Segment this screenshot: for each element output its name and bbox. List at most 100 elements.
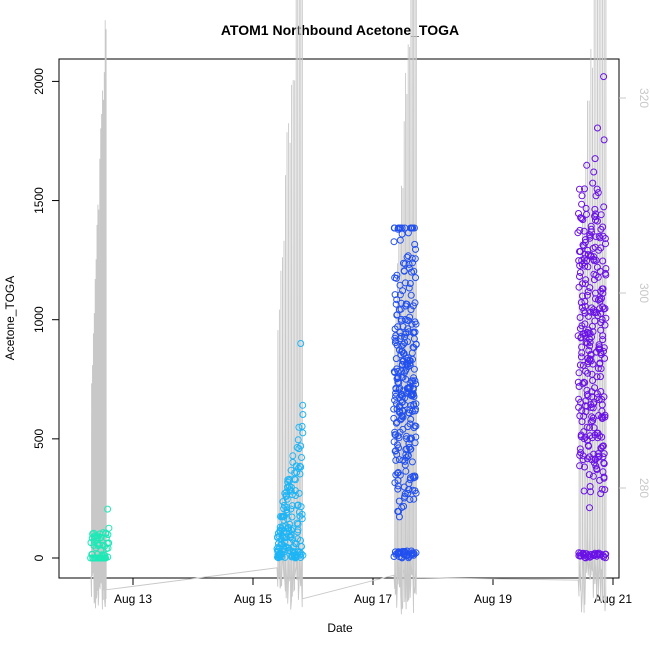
data-point-max (104, 505, 112, 513)
data-point (406, 280, 414, 287)
data-point (407, 291, 415, 299)
data-point (594, 434, 602, 442)
data-point (586, 504, 593, 512)
data-point (281, 553, 289, 561)
data-point (297, 542, 305, 550)
data-point (595, 453, 602, 461)
data-point (298, 422, 306, 430)
data-point (584, 369, 592, 377)
data-point (575, 369, 583, 377)
data-point (587, 225, 595, 233)
data-point (289, 452, 297, 460)
data-point (594, 273, 602, 281)
data-point (280, 538, 288, 546)
data-point (278, 553, 286, 561)
data-point (299, 429, 307, 437)
data-point (411, 240, 419, 248)
data-point (602, 550, 610, 558)
data-point (394, 441, 401, 449)
data-point (586, 234, 594, 242)
data-point (600, 203, 608, 211)
data-point (283, 495, 291, 503)
data-point (590, 253, 598, 261)
data-point (404, 489, 412, 497)
data-point (602, 271, 610, 279)
data-point (397, 332, 405, 340)
data-point (590, 168, 598, 176)
data-point (586, 284, 594, 292)
data-point (409, 355, 417, 363)
data-point (411, 473, 419, 481)
data-point (591, 205, 599, 213)
data-point (598, 294, 605, 302)
data-point (298, 515, 306, 523)
data-point (580, 242, 588, 250)
data-point (581, 280, 589, 288)
data-point (394, 367, 402, 375)
data-point (593, 394, 601, 402)
data-point (586, 424, 594, 432)
data-point (575, 283, 583, 291)
data-point (407, 445, 415, 453)
data-point (581, 298, 589, 305)
data-point (600, 450, 608, 458)
data-point (602, 265, 610, 272)
data-point (599, 285, 607, 293)
data-point (289, 525, 297, 533)
data-point (401, 260, 409, 268)
axes: Aug 13 Aug 15 Aug 17 Aug 19 Aug 21 0 500 1000 15… (32, 58, 650, 606)
data-point (576, 185, 583, 193)
data-point (396, 236, 404, 244)
data-point (594, 189, 602, 197)
data-point (599, 332, 607, 340)
data-point (293, 519, 301, 527)
data-point (296, 462, 304, 470)
data-point (599, 232, 607, 240)
y2-tick-label: 320 (637, 88, 650, 108)
data-point (408, 254, 416, 262)
data-point (96, 541, 104, 549)
data-point (411, 328, 419, 336)
data-point (297, 442, 305, 450)
data-point (599, 336, 607, 344)
data-point (412, 380, 420, 388)
data-point (597, 211, 605, 219)
data-point (400, 502, 408, 510)
data-point (297, 463, 305, 471)
x-tick-label: Aug 17 (354, 592, 392, 606)
data-point (586, 342, 594, 350)
data-point (600, 344, 608, 352)
data-point (391, 369, 399, 376)
data-point (593, 466, 601, 474)
data-point (599, 442, 607, 450)
data-point (406, 313, 414, 321)
data-point (410, 267, 418, 275)
data-point (589, 328, 597, 336)
data-point (577, 299, 585, 306)
data-point (412, 489, 420, 497)
data-point (297, 554, 305, 561)
data-point (596, 476, 604, 484)
data-point (581, 379, 589, 387)
data-point (576, 269, 584, 276)
data-point (589, 377, 597, 384)
data-point (577, 353, 585, 361)
points-layer (87, 73, 610, 562)
data-point (292, 492, 300, 499)
y-axis-label: Acetone_TOGA (3, 276, 17, 361)
data-point (412, 549, 420, 557)
data-point (411, 255, 419, 263)
data-point (406, 361, 414, 369)
data-point (597, 244, 605, 252)
data-point (412, 422, 420, 430)
data-point (597, 365, 605, 373)
data-point (404, 338, 411, 346)
data-point (401, 490, 409, 498)
data-point (579, 216, 587, 224)
data-point (597, 388, 605, 395)
data-point (393, 271, 401, 279)
data-point (402, 467, 410, 475)
data-point (578, 215, 586, 223)
data-point (588, 304, 596, 312)
